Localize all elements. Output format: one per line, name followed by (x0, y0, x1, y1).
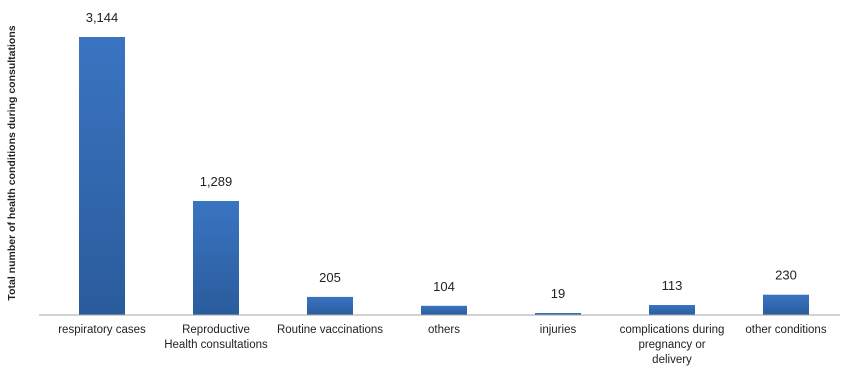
category-label-line: injuries (540, 324, 577, 336)
value-label-4: 19 (551, 286, 565, 301)
category-label-6: other conditions (745, 324, 826, 336)
value-label-2: 205 (319, 270, 341, 285)
category-label-5: complications during pregnancy or delivery (620, 324, 725, 366)
category-label-line: Health consultations (164, 339, 268, 351)
category-label-line: other conditions (745, 324, 826, 336)
value-label-6: 230 (775, 268, 797, 283)
category-label-3: others (428, 324, 460, 336)
bar-4 (535, 313, 581, 315)
category-label-line: others (428, 324, 460, 336)
value-label-5: 113 (662, 278, 683, 293)
y-axis-title: Total number of health conditions during… (6, 25, 18, 300)
value-labels-layer: 3,144 1,289 205 104 19 113 230 (86, 10, 797, 301)
bar-2 (307, 296, 353, 315)
category-label-line: delivery (652, 354, 692, 366)
bar-1 (193, 201, 239, 315)
bar-0 (79, 37, 125, 315)
value-label-1: 1,289 (200, 174, 233, 189)
bar-6 (763, 294, 809, 315)
category-label-line: Routine vaccinations (277, 324, 383, 336)
bar-3 (421, 305, 467, 315)
category-label-0: respiratory cases (58, 324, 146, 336)
category-label-line: complications during (620, 324, 725, 336)
value-label-0: 3,144 (86, 10, 119, 25)
category-labels-layer: respiratory cases Reproductive Health cons… (58, 324, 827, 366)
category-label-4: injuries (540, 324, 577, 336)
category-label-2: Routine vaccinations (277, 324, 383, 336)
category-label-line: Reproductive (182, 324, 250, 336)
category-label-line: pregnancy or (638, 339, 705, 351)
bar-5 (649, 305, 695, 315)
value-label-3: 104 (433, 279, 455, 294)
category-label-line: respiratory cases (58, 324, 146, 336)
bars-layer (79, 37, 809, 315)
category-label-1: Reproductive Health consultations (164, 324, 268, 351)
